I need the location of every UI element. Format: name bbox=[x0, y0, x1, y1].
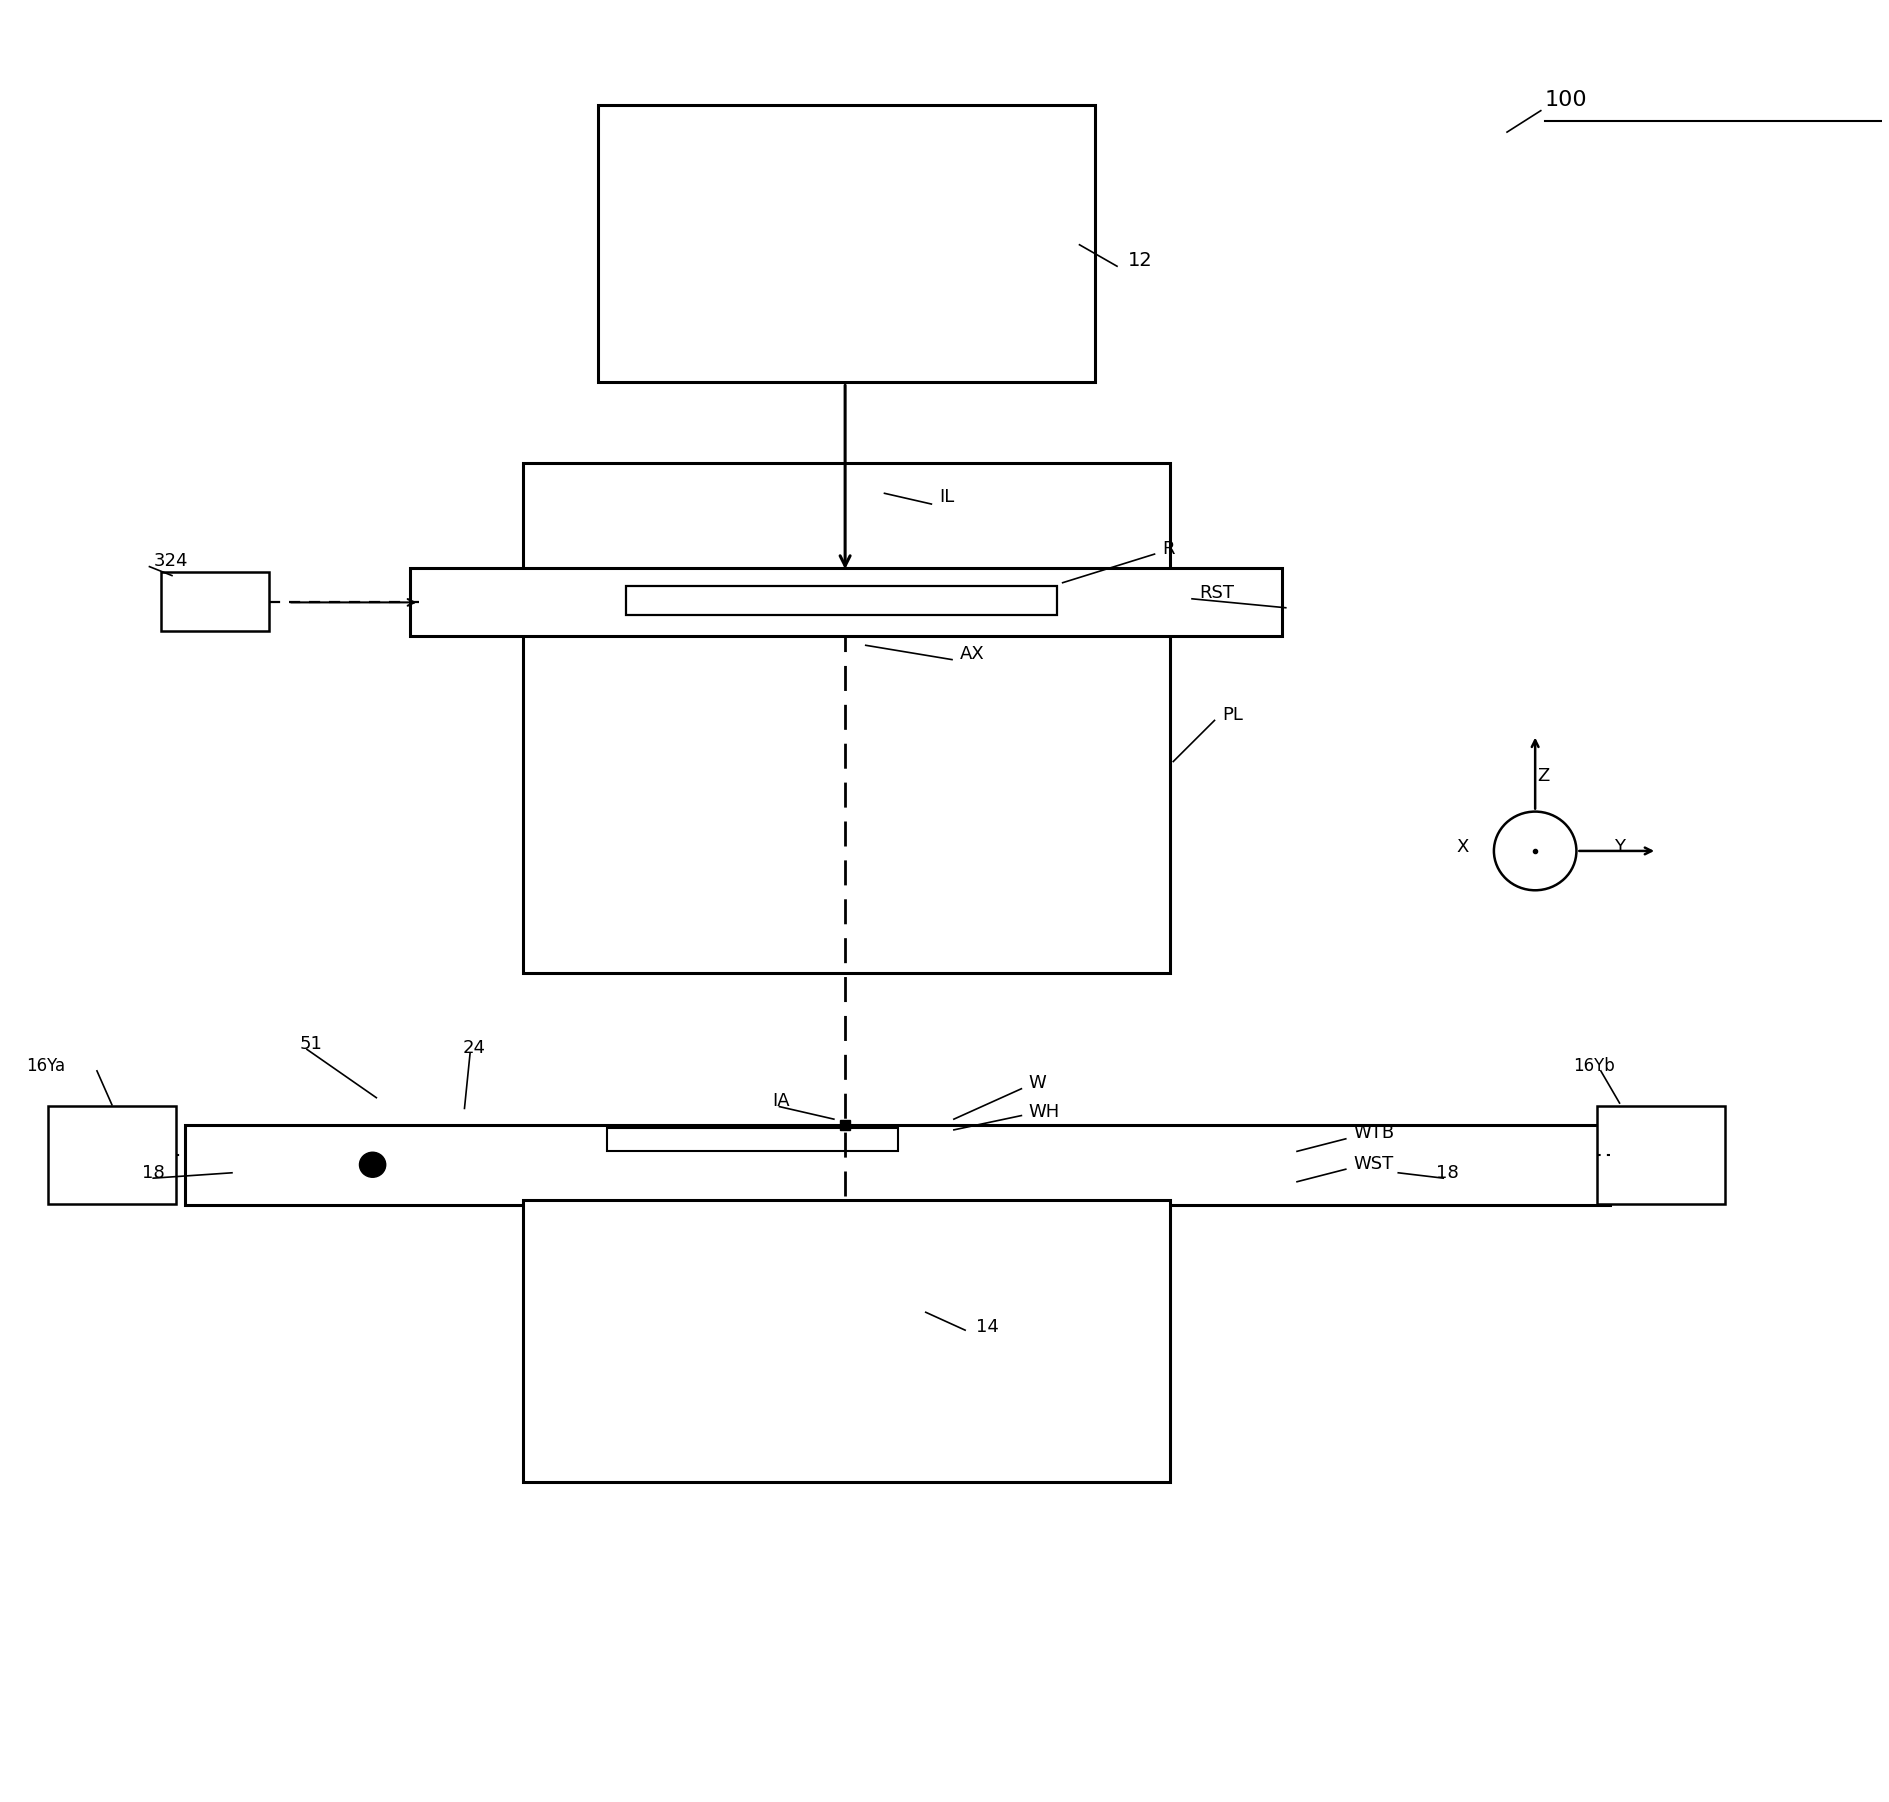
Text: 14: 14 bbox=[977, 1317, 999, 1335]
Text: 24: 24 bbox=[463, 1038, 485, 1056]
Text: W: W bbox=[1030, 1074, 1047, 1092]
Bar bbox=[523, 463, 1169, 973]
Text: AX: AX bbox=[960, 645, 984, 663]
Bar bbox=[625, 586, 1058, 614]
Text: 18: 18 bbox=[142, 1164, 164, 1182]
Text: WST: WST bbox=[1353, 1155, 1394, 1173]
Bar bbox=[161, 571, 270, 631]
Text: IL: IL bbox=[939, 488, 954, 506]
Bar bbox=[1596, 1106, 1725, 1204]
Text: Y: Y bbox=[1613, 838, 1625, 856]
Text: IA: IA bbox=[773, 1092, 790, 1110]
Text: Z: Z bbox=[1538, 768, 1549, 786]
Text: PL: PL bbox=[1222, 706, 1243, 724]
Bar bbox=[410, 568, 1283, 636]
Circle shape bbox=[359, 1151, 385, 1177]
Text: 18: 18 bbox=[1436, 1164, 1458, 1182]
Bar bbox=[49, 1106, 176, 1204]
Text: X: X bbox=[1456, 838, 1470, 856]
Text: 100: 100 bbox=[1545, 90, 1587, 110]
Text: 324: 324 bbox=[153, 551, 187, 569]
Text: RST: RST bbox=[1200, 584, 1235, 602]
Text: 12: 12 bbox=[1128, 250, 1152, 270]
Text: R: R bbox=[1162, 541, 1175, 559]
Text: WTB: WTB bbox=[1353, 1124, 1394, 1142]
Bar bbox=[523, 1200, 1169, 1481]
Text: WH: WH bbox=[1030, 1103, 1060, 1121]
Bar bbox=[185, 1124, 1609, 1206]
Text: 16Yb: 16Yb bbox=[1574, 1056, 1615, 1074]
Text: 16Ya: 16Ya bbox=[26, 1056, 64, 1074]
Bar bbox=[606, 1128, 897, 1151]
Bar bbox=[597, 105, 1094, 382]
Text: 51: 51 bbox=[300, 1034, 323, 1052]
